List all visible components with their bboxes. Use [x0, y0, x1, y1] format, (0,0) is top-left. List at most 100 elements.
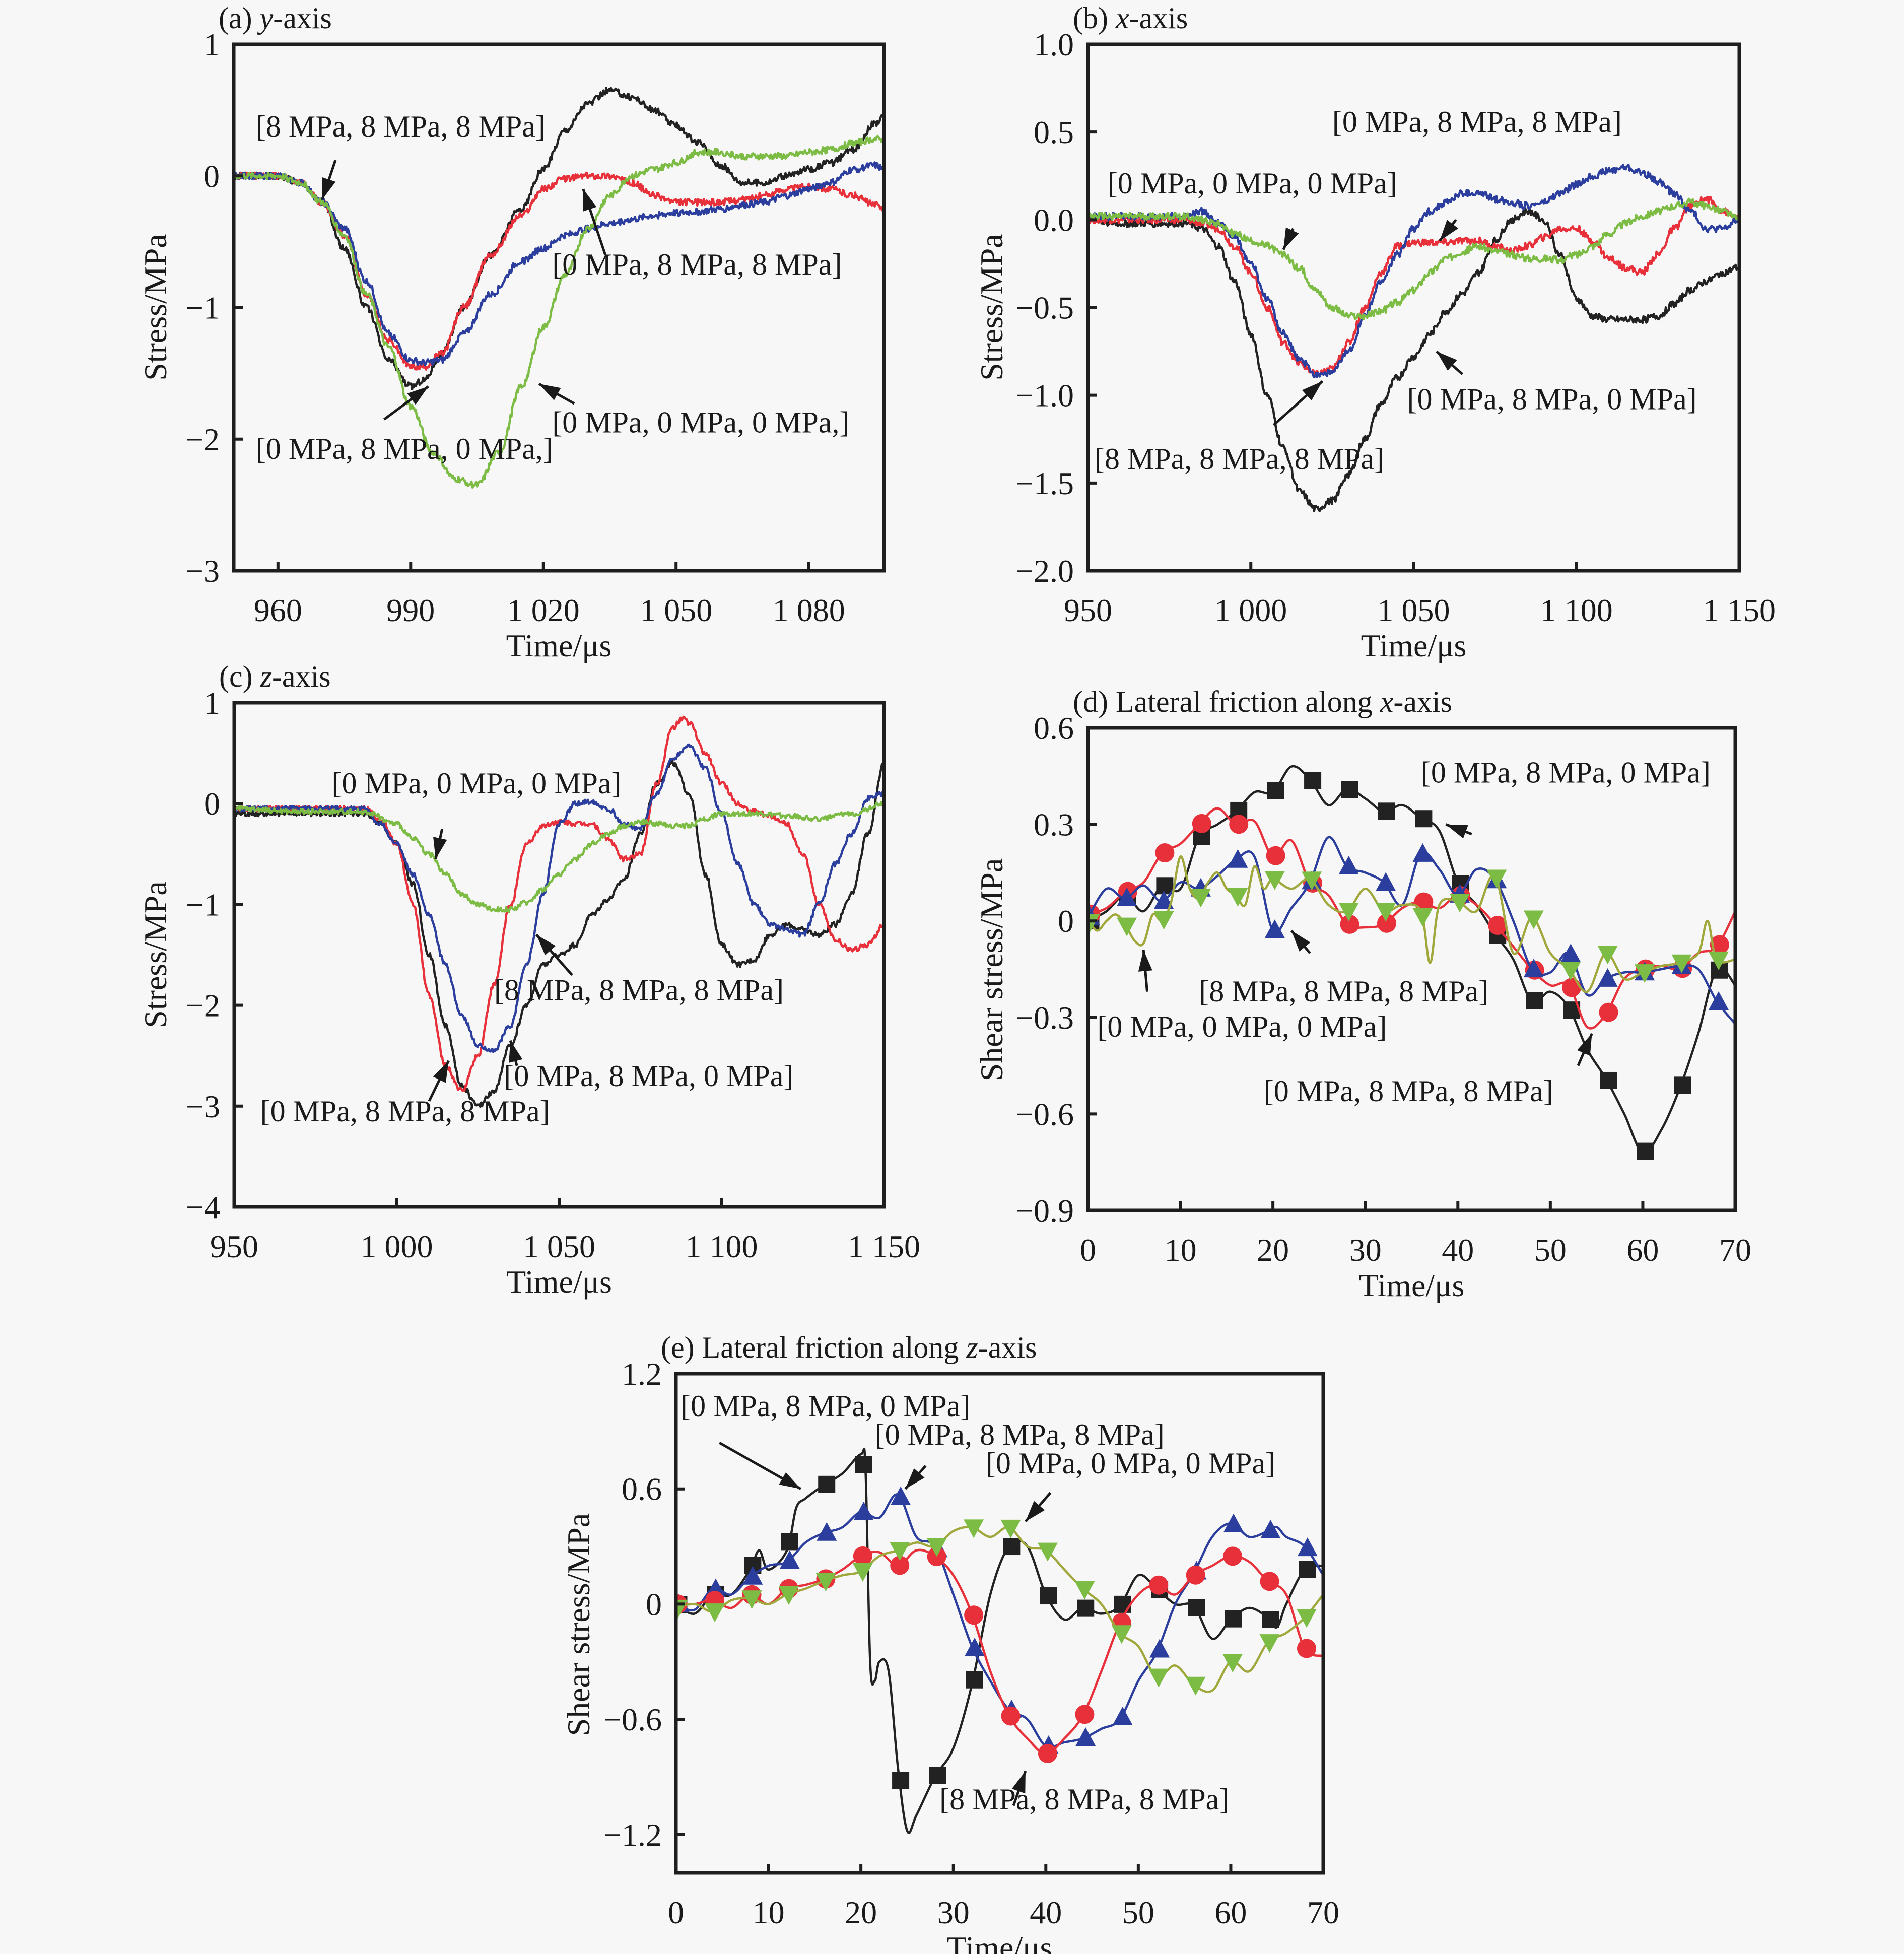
- x-tick-label: 990: [386, 592, 435, 628]
- annotation-label: [0 MPa, 8 MPa, 0 MPa]: [504, 1059, 793, 1093]
- y-tick-label: −1.2: [603, 1817, 662, 1853]
- data-point: [1088, 914, 1100, 933]
- annotation: [0 MPa, 8 MPa, 0 MPa]: [1421, 756, 1711, 839]
- panel-title: (d) Lateral friction along x-axis: [1073, 685, 1452, 718]
- data-point: [815, 1573, 836, 1592]
- data-point: [779, 1550, 800, 1569]
- y-tick-label: −1.0: [1015, 378, 1074, 414]
- data-point: [1262, 1610, 1279, 1628]
- plot-area: [234, 715, 884, 1108]
- data-point: [1635, 964, 1655, 983]
- data-point: [1222, 1654, 1243, 1673]
- plot-area: [1088, 163, 1739, 512]
- data-point: [1111, 1625, 1132, 1644]
- y-tick-label: −0.3: [1015, 1000, 1074, 1036]
- plot-frame: [674, 1372, 1325, 1875]
- x-tick-label: 1 000: [1214, 592, 1287, 628]
- series-line-2: [1088, 163, 1739, 379]
- data-point: [890, 1542, 910, 1561]
- series-line-0: [1088, 207, 1739, 512]
- panel-title-axis: z: [966, 1331, 978, 1364]
- y-tick-label: −1: [186, 887, 220, 922]
- x-axis-label: Time/μs: [1361, 628, 1467, 663]
- annotation-label: [0 MPa, 8 MPa, 8 MPa]: [552, 248, 842, 281]
- x-tick-label: 60: [1214, 1895, 1247, 1930]
- annotation: [0 MPa, 0 MPa, 0 MPa]: [1108, 167, 1397, 250]
- panel-title-prefix: (c): [219, 660, 260, 693]
- series-line-3: [1088, 197, 1739, 321]
- panel-title-axis: z: [260, 660, 272, 693]
- annotation-label: [8 MPa, 8 MPa, 8 MPa]: [1095, 442, 1384, 476]
- data-point: [966, 1671, 983, 1689]
- annotation: [0 MPa, 8 MPa, 8 MPa]: [260, 1060, 550, 1128]
- data-point: [1562, 978, 1582, 997]
- data-point: [1074, 1581, 1095, 1600]
- annotation-label: [0 MPa, 8 MPa, 0 MPa]: [681, 1389, 970, 1423]
- data-point: [1155, 843, 1175, 863]
- arrow-head-icon: [1446, 824, 1468, 839]
- data-point: [1225, 1610, 1242, 1628]
- y-tick-label: −1: [185, 290, 220, 326]
- x-tick-label: 20: [1257, 1232, 1289, 1268]
- y-axis-label: Shear stress/MPa: [561, 1513, 596, 1736]
- y-tick-label: 1.2: [622, 1356, 662, 1392]
- y-tick-label: −3: [186, 1089, 220, 1124]
- data-point: [1299, 1561, 1316, 1578]
- annotation-label: [0 MPa, 8 MPa, 8 MPa]: [875, 1418, 1165, 1451]
- data-point: [1560, 962, 1581, 981]
- annotation: [0 MPa, 0 MPa, 0 MPa,]: [538, 382, 849, 439]
- data-point: [1156, 877, 1174, 895]
- y-tick-label: 0.6: [1034, 710, 1074, 746]
- data-point: [1340, 914, 1359, 934]
- panel-title-axis: x: [1380, 685, 1394, 718]
- annotation: [8 MPa, 8 MPa, 8 MPa]: [939, 1771, 1229, 1816]
- x-tick-label: 1 100: [1540, 592, 1613, 628]
- plot-area: [1088, 765, 1735, 1160]
- x-tick-label: 30: [937, 1895, 970, 1930]
- x-tick-label: 70: [1719, 1232, 1751, 1268]
- data-point: [892, 1772, 910, 1789]
- annotation: [0 MPa, 8 MPa, 0 MPa]: [681, 1389, 970, 1490]
- y-tick-label: 0.5: [1034, 114, 1074, 150]
- data-point: [1597, 968, 1618, 987]
- x-axis-label: Time/μs: [506, 1264, 612, 1300]
- annotation-label: [8 MPa, 8 MPa, 8 MPa]: [494, 974, 784, 1007]
- series-line-2: [676, 1548, 1323, 1755]
- panel-title: (e) Lateral friction along z-axis: [661, 1331, 1037, 1364]
- plot-area: [676, 1447, 1323, 1834]
- data-point: [1671, 954, 1692, 973]
- data-point: [1338, 855, 1359, 874]
- data-point: [1188, 1599, 1205, 1616]
- annotation-label: [0 MPa, 8 MPa, 0 MPa]: [1421, 756, 1711, 789]
- y-tick-label: −0.5: [1015, 290, 1074, 326]
- x-tick-label: 50: [1122, 1895, 1154, 1930]
- data-point: [1114, 1595, 1131, 1613]
- data-point: [1302, 871, 1322, 891]
- arrow-head-icon: [1302, 381, 1323, 401]
- annotation-label: [0 MPa, 0 MPa, 0 MPa]: [986, 1447, 1275, 1480]
- data-point: [855, 1456, 872, 1473]
- annotation-label: [8 MPa, 8 MPa, 8 MPa]: [939, 1783, 1229, 1816]
- data-point: [1185, 1676, 1206, 1696]
- data-point: [817, 1522, 837, 1541]
- data-point: [1710, 935, 1729, 955]
- x-tick-label: 10: [1165, 1232, 1197, 1268]
- arrow-head-icon: [538, 384, 561, 400]
- annotation-label: [0 MPa, 8 MPa, 8 MPa]: [1264, 1074, 1553, 1108]
- data-point: [1001, 1706, 1021, 1726]
- y-tick-label: −4: [186, 1189, 220, 1225]
- annotation: [0 MPa, 0 MPa, 0 MPa]: [1097, 950, 1387, 1043]
- data-point: [1149, 1575, 1169, 1595]
- y-tick-label: −2: [186, 988, 220, 1024]
- annotation: [8 MPa, 8 MPa, 8 MPa]: [494, 933, 784, 1007]
- arrow-head-icon: [433, 837, 447, 859]
- data-point: [1000, 1519, 1021, 1538]
- data-point: [1304, 772, 1322, 789]
- y-tick-label: 0: [204, 786, 220, 822]
- annotation: [0 MPa, 8 MPa, 8 MPa]: [552, 188, 842, 281]
- data-point: [1264, 871, 1285, 890]
- data-point: [781, 1533, 798, 1551]
- series-line-0: [676, 1447, 1323, 1834]
- annotation-label: [8 MPa, 8 MPa, 8 MPa]: [1199, 975, 1488, 1008]
- data-point: [1523, 959, 1544, 978]
